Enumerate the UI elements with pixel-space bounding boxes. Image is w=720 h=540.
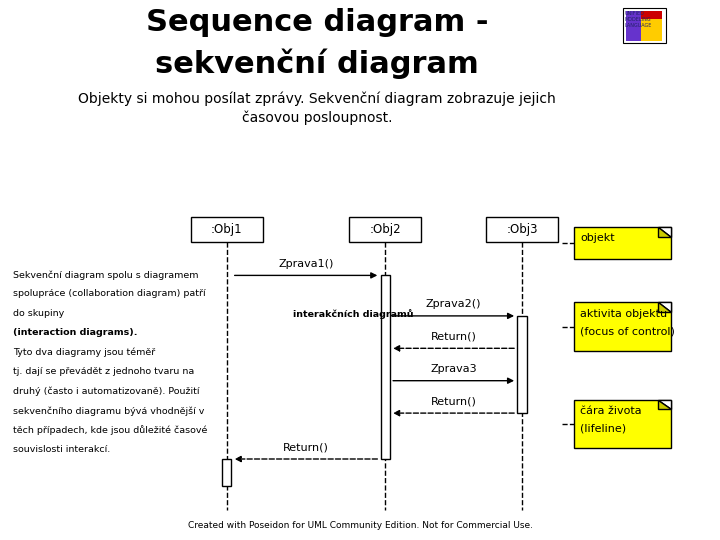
Text: souvislosti interakcí.: souvislosti interakcí. <box>13 445 110 454</box>
Bar <box>349 217 421 242</box>
Text: Created with Poseidon for UML Community Edition. Not for Commercial Use.: Created with Poseidon for UML Community … <box>187 521 533 530</box>
Bar <box>575 227 672 259</box>
Bar <box>623 8 666 43</box>
Bar <box>191 217 263 242</box>
Bar <box>486 217 558 242</box>
Text: (lifeline): (lifeline) <box>580 424 626 434</box>
Bar <box>381 275 390 459</box>
Text: interakčních diagramů: interakčních diagramů <box>293 309 413 319</box>
Text: (focus of control): (focus of control) <box>580 327 675 337</box>
Polygon shape <box>658 302 671 312</box>
Text: tj. dají se převádět z jednoho tvaru na: tj. dají se převádět z jednoho tvaru na <box>13 367 194 376</box>
Bar <box>575 400 672 448</box>
Text: :Obj1: :Obj1 <box>211 223 243 236</box>
Bar <box>518 316 527 413</box>
Text: Sekvenční diagram spolu s diagramem: Sekvenční diagram spolu s diagramem <box>13 270 199 280</box>
Text: sekvenčního diagramu bývá vhodnější v: sekvenčního diagramu bývá vhodnější v <box>13 406 204 416</box>
Text: :Obj2: :Obj2 <box>369 223 401 236</box>
Text: Objekty si mohou posílat zprávy. Sekvenční diagram zobrazuje jejich: Objekty si mohou posílat zprávy. Sekvenč… <box>78 92 556 106</box>
Text: Zprava1(): Zprava1() <box>279 259 333 269</box>
Text: do skupiny: do skupiny <box>13 309 67 318</box>
Text: (interaction diagrams).: (interaction diagrams). <box>13 328 138 338</box>
Text: Zprava3: Zprava3 <box>431 364 477 374</box>
Text: druhý (často i automatizovaně). Použití: druhý (často i automatizovaně). Použití <box>13 387 199 396</box>
Text: čára života: čára života <box>580 406 642 416</box>
Text: časovou posloupnost.: časovou posloupnost. <box>241 111 392 125</box>
Text: Tyto dva diagramy jsou téměř: Tyto dva diagramy jsou téměř <box>13 348 158 357</box>
Text: UNIFIED
MODELING
LANGUAGE: UNIFIED MODELING LANGUAGE <box>624 11 652 28</box>
Polygon shape <box>658 302 671 312</box>
Text: Return(): Return() <box>431 332 477 342</box>
Polygon shape <box>658 227 671 237</box>
Bar <box>626 11 641 40</box>
Polygon shape <box>658 400 671 409</box>
Bar <box>222 459 232 486</box>
Text: spolupráce (collaboration diagram) patří: spolupráce (collaboration diagram) patří <box>13 289 206 299</box>
Text: Sequence diagram -: Sequence diagram - <box>145 8 488 37</box>
Text: :Obj3: :Obj3 <box>506 223 538 236</box>
Text: objekt: objekt <box>580 233 615 244</box>
Text: Return(): Return() <box>283 442 329 453</box>
Text: těch případech, kde jsou důležité časové: těch případech, kde jsou důležité časové <box>13 426 207 435</box>
Bar <box>641 11 662 19</box>
Text: Zprava2(): Zprava2() <box>426 299 482 309</box>
Bar <box>575 302 672 351</box>
Text: aktivita objektu: aktivita objektu <box>580 309 667 319</box>
Polygon shape <box>658 400 671 409</box>
Polygon shape <box>658 227 671 237</box>
Text: sekvenční diagram: sekvenční diagram <box>155 49 479 79</box>
Text: Return(): Return() <box>431 396 477 407</box>
Bar <box>641 19 662 40</box>
